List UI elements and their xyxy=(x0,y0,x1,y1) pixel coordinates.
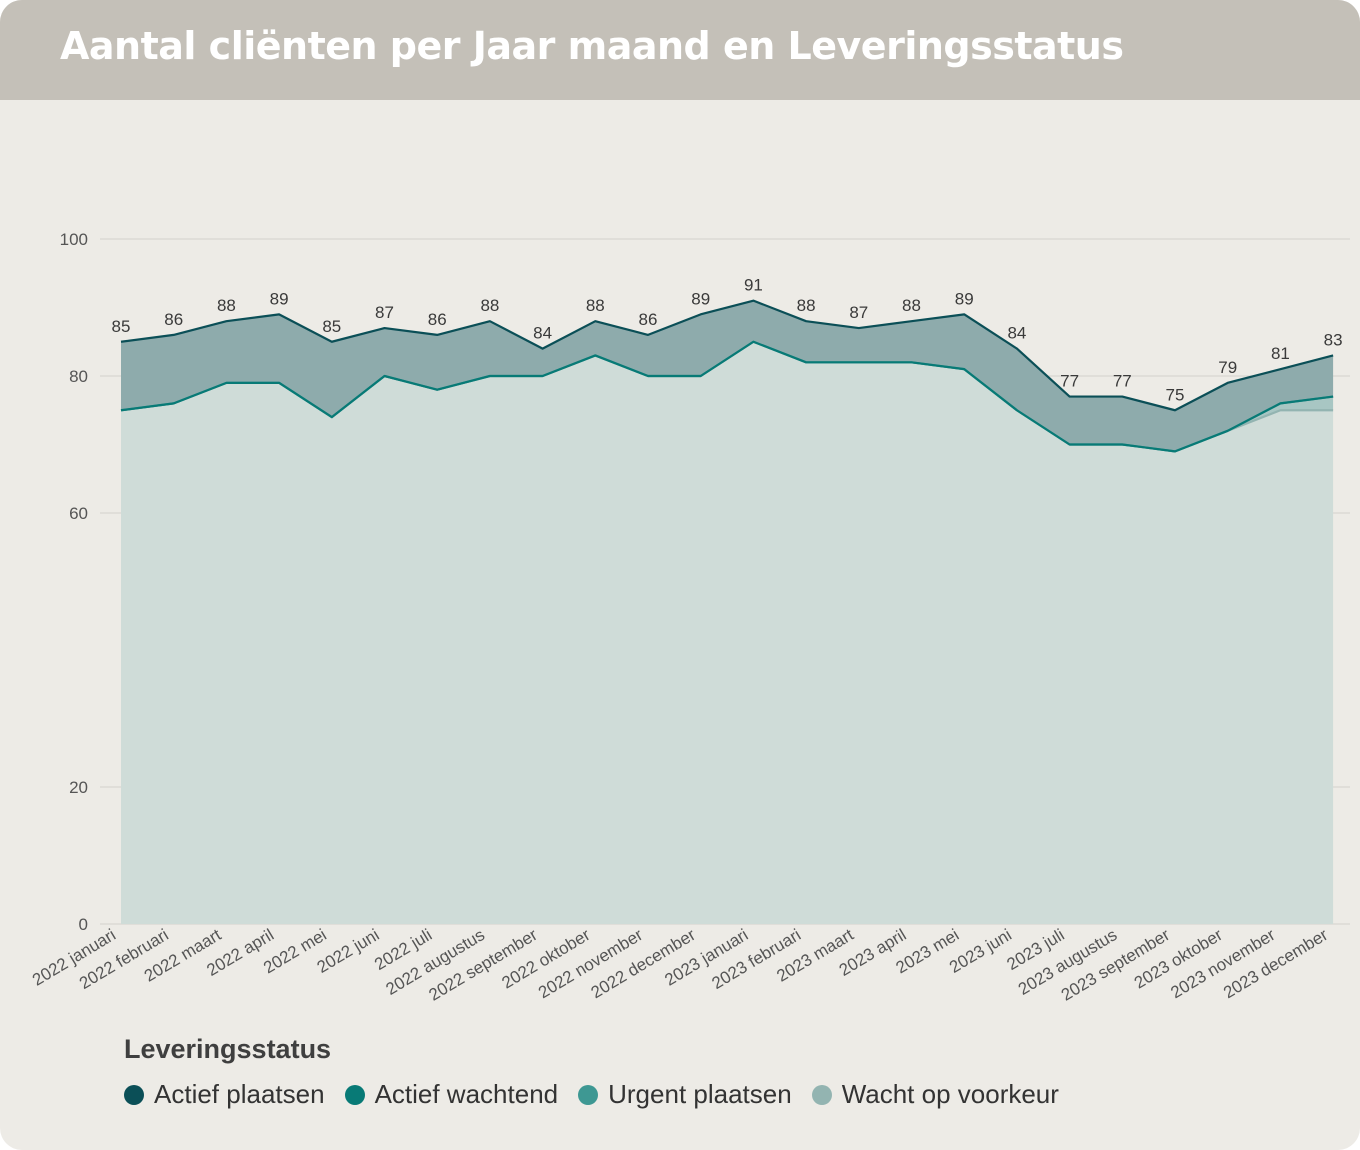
data-label: 88 xyxy=(797,296,816,315)
data-label: 84 xyxy=(1007,324,1026,343)
data-label: 88 xyxy=(902,296,921,315)
data-label: 89 xyxy=(691,289,710,308)
data-label: 85 xyxy=(322,317,341,336)
legend-dot-icon xyxy=(811,1084,832,1105)
data-label: 86 xyxy=(639,310,658,329)
legend-items: Actief plaatsen Actief wachtend Urgent p… xyxy=(124,1079,1079,1110)
area-actief-plaatsen xyxy=(121,300,1334,452)
data-label: 77 xyxy=(1060,372,1079,391)
legend-label: Wacht op voorkeur xyxy=(841,1079,1059,1109)
legend-label: Actief plaatsen xyxy=(154,1079,325,1109)
legend-item-actief-plaatsen[interactable]: Actief plaatsen xyxy=(124,1079,325,1110)
data-label: 86 xyxy=(164,310,183,329)
data-label: 77 xyxy=(1113,372,1132,391)
series-line-actief-plaatsen xyxy=(120,299,1334,412)
data-label: 89 xyxy=(270,289,289,308)
y-tick-label: 20 xyxy=(69,778,88,797)
legend-label: Actief wachtend xyxy=(374,1079,559,1109)
data-label: 75 xyxy=(1166,385,1185,404)
data-label: 85 xyxy=(112,317,131,336)
legend-title: Leveringsstatus xyxy=(124,1034,332,1064)
header-bar: Aantal cliënten per Jaar maand en Leveri… xyxy=(0,0,1360,100)
legend-dot-icon xyxy=(344,1084,365,1105)
legend-label: Urgent plaatsen xyxy=(608,1079,792,1109)
legend-item-actief-wachtend[interactable]: Actief wachtend xyxy=(344,1079,559,1110)
series-line-actief-wachtend xyxy=(120,340,1334,453)
y-tick-label: 60 xyxy=(69,504,88,523)
legend: Leveringsstatus Actief plaatsen Actief w… xyxy=(124,1034,1079,1110)
data-label: 86 xyxy=(428,310,447,329)
data-label: 88 xyxy=(217,296,236,315)
data-label: 79 xyxy=(1218,358,1237,377)
data-label: 88 xyxy=(480,296,499,315)
chart-title: Aantal cliënten per Jaar maand en Leveri… xyxy=(60,24,1124,68)
data-label: 89 xyxy=(955,289,974,308)
y-tick-label: 80 xyxy=(69,367,88,386)
data-label: 87 xyxy=(375,303,394,322)
legend-item-urgent-plaatsen[interactable]: Urgent plaatsen xyxy=(578,1079,792,1110)
y-tick-label: 100 xyxy=(60,230,88,249)
data-label: 84 xyxy=(533,324,552,343)
area-wacht-op-voorkeur xyxy=(121,341,1334,924)
legend-dot-icon xyxy=(124,1084,144,1105)
legend-dot-icon xyxy=(578,1084,599,1105)
data-label: 91 xyxy=(744,276,763,295)
data-label: 81 xyxy=(1271,344,1290,363)
data-label: 87 xyxy=(849,303,868,322)
data-label: 83 xyxy=(1324,330,1343,349)
y-tick-label: 0 xyxy=(79,915,88,934)
legend-item-wacht-op-voorkeur[interactable]: Wacht op voorkeur xyxy=(811,1079,1059,1110)
data-label: 88 xyxy=(586,296,605,315)
